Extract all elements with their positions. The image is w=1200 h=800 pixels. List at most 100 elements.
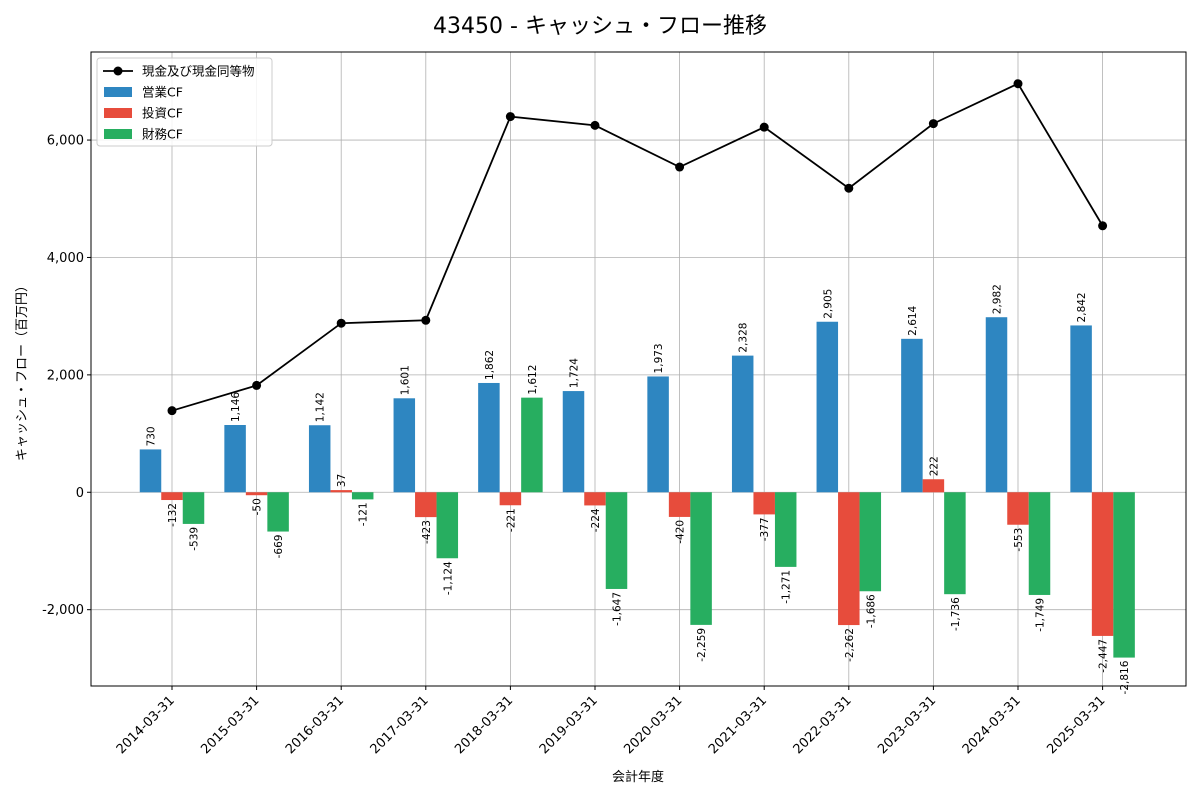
bar-営業CF-2020-03-31 bbox=[647, 376, 669, 493]
y-axis-label: キャッシュ・フロー（百万円） bbox=[15, 279, 30, 461]
bar-value-label: -121 bbox=[358, 502, 370, 526]
bar-value-label: -2,816 bbox=[1119, 660, 1131, 694]
y-tick-label: 6,000 bbox=[47, 134, 84, 149]
bar-value-label: -224 bbox=[590, 508, 602, 532]
bar-value-label: -539 bbox=[189, 527, 201, 551]
legend-label: 財務CF bbox=[142, 127, 183, 142]
bar-投資CF-2018-03-31 bbox=[499, 492, 522, 506]
legend-swatch bbox=[104, 129, 132, 139]
cash-point-2017-03-31 bbox=[421, 315, 431, 325]
bar-営業CF-2024-03-31 bbox=[985, 317, 1008, 493]
cash-point-2025-03-31 bbox=[1098, 221, 1108, 231]
bar-営業CF-2023-03-31 bbox=[901, 338, 923, 493]
chart-title: 43450 - キャッシュ・フロー推移 bbox=[433, 14, 767, 39]
bar-value-label: -1,124 bbox=[442, 561, 454, 595]
bar-営業CF-2017-03-31 bbox=[393, 398, 416, 493]
x-tick-label: 2019-03-31 bbox=[537, 693, 601, 757]
x-axis-label: 会計年度 bbox=[612, 769, 664, 785]
cash-point-2021-03-31 bbox=[759, 122, 769, 132]
bar-value-label: 1,601 bbox=[399, 365, 411, 395]
bar-value-label: 1,612 bbox=[527, 365, 539, 395]
bar-value-label: -1,736 bbox=[950, 597, 962, 631]
bar-営業CF-2022-03-31 bbox=[816, 321, 839, 493]
bar-投資CF-2024-03-31 bbox=[1007, 492, 1029, 525]
bar-value-label: 1,724 bbox=[569, 358, 581, 388]
x-tick-label: 2021-03-31 bbox=[706, 693, 770, 757]
bar-営業CF-2025-03-31 bbox=[1070, 325, 1092, 493]
bar-投資CF-2019-03-31 bbox=[584, 492, 606, 506]
bar-投資CF-2020-03-31 bbox=[668, 492, 691, 517]
cash-equivalents-line bbox=[171, 82, 1104, 412]
bar-財務CF-2025-03-31 bbox=[1113, 492, 1135, 658]
y-tick-label: 4,000 bbox=[47, 251, 84, 266]
plot-frame bbox=[90, 51, 1187, 687]
bar-財務CF-2016-03-31 bbox=[351, 492, 374, 500]
bar-value-label: 2,328 bbox=[738, 323, 750, 353]
bar-value-label: 2,614 bbox=[907, 305, 919, 335]
bar-投資CF-2015-03-31 bbox=[245, 492, 268, 496]
x-tick-label: 2015-03-31 bbox=[198, 693, 262, 757]
cash-point-2024-03-31 bbox=[1013, 79, 1023, 89]
cash-point-2014-03-31 bbox=[167, 406, 177, 416]
bar-財務CF-2023-03-31 bbox=[944, 492, 966, 595]
bar-value-label: -1,749 bbox=[1035, 598, 1047, 632]
y-tick-label: 2,000 bbox=[47, 368, 84, 383]
x-tick-label: 2017-03-31 bbox=[368, 693, 432, 757]
y-axis: -2,000 0 2,000 4,000 6,000 bbox=[42, 134, 91, 618]
bar-value-label: -132 bbox=[167, 503, 179, 527]
x-tick-label: 2020-03-31 bbox=[621, 693, 685, 757]
bar-投資CF-2021-03-31 bbox=[753, 492, 775, 515]
bar-value-label: 1,862 bbox=[484, 350, 496, 380]
bar-value-label: 2,905 bbox=[822, 289, 834, 319]
x-axis: 2014-03-31 2015-03-31 2016-03-31 2017-03-31… bbox=[114, 686, 1108, 757]
cash-point-2016-03-31 bbox=[336, 318, 346, 328]
bar-営業CF-2014-03-31 bbox=[139, 449, 162, 493]
legend-label: 現金及び現金同等物 bbox=[142, 64, 255, 79]
bar-投資CF-2017-03-31 bbox=[415, 492, 437, 518]
legend-swatch bbox=[104, 108, 132, 118]
cash-point-2020-03-31 bbox=[675, 162, 685, 172]
legend-label: 営業CF bbox=[142, 85, 183, 100]
bar-value-label: -423 bbox=[421, 520, 433, 544]
bar-営業CF-2021-03-31 bbox=[731, 355, 754, 493]
bar-labels: 730 1,146 1,142 1,601 1,862 1,724 1,973 2,328 2,… bbox=[146, 284, 1132, 694]
bar-value-label: 2,982 bbox=[992, 284, 1004, 314]
legend-marker bbox=[113, 66, 123, 76]
x-tick-label: 2016-03-31 bbox=[283, 693, 347, 757]
bar-value-label: -1,271 bbox=[781, 570, 793, 604]
bar-財務CF-2014-03-31 bbox=[182, 492, 205, 524]
bar-value-label: -1,686 bbox=[865, 594, 877, 628]
bar-value-label: 222 bbox=[928, 456, 940, 476]
bar-財務CF-2021-03-31 bbox=[774, 492, 797, 567]
bar-value-label: 1,973 bbox=[653, 343, 665, 373]
bar-財務CF-2018-03-31 bbox=[521, 397, 543, 493]
bar-value-label: -2,262 bbox=[844, 628, 856, 662]
legend-label: 投資CF bbox=[142, 106, 183, 121]
x-tick-label: 2014-03-31 bbox=[114, 693, 178, 757]
bar-value-label: 2,842 bbox=[1076, 292, 1088, 322]
cash-point-2019-03-31 bbox=[590, 120, 600, 130]
bar-投資CF-2014-03-31 bbox=[161, 492, 183, 501]
cash-point-2022-03-31 bbox=[844, 183, 854, 193]
cash-line bbox=[167, 79, 1108, 416]
bar-財務CF-2015-03-31 bbox=[267, 492, 289, 532]
bar-投資CF-2023-03-31 bbox=[922, 479, 945, 493]
bar-財務CF-2020-03-31 bbox=[690, 492, 712, 625]
bar-value-label: -2,447 bbox=[1098, 639, 1110, 673]
bar-value-label: -50 bbox=[252, 498, 264, 515]
bar-value-label: 1,142 bbox=[315, 392, 327, 422]
bar-投資CF-2016-03-31 bbox=[330, 490, 352, 493]
cash-point-2015-03-31 bbox=[252, 380, 262, 390]
bar-財務CF-2019-03-31 bbox=[605, 492, 628, 589]
bar-財務CF-2024-03-31 bbox=[1028, 492, 1051, 595]
bar-営業CF-2015-03-31 bbox=[224, 425, 246, 493]
bar-value-label: 37 bbox=[336, 474, 348, 487]
x-tick-label: 2018-03-31 bbox=[452, 693, 516, 757]
x-tick-label: 2024-03-31 bbox=[960, 693, 1024, 757]
bar-value-label: -2,259 bbox=[696, 628, 708, 662]
x-tick-label: 2025-03-31 bbox=[1044, 693, 1108, 757]
bar-財務CF-2017-03-31 bbox=[436, 492, 459, 559]
bar-投資CF-2022-03-31 bbox=[838, 492, 860, 626]
